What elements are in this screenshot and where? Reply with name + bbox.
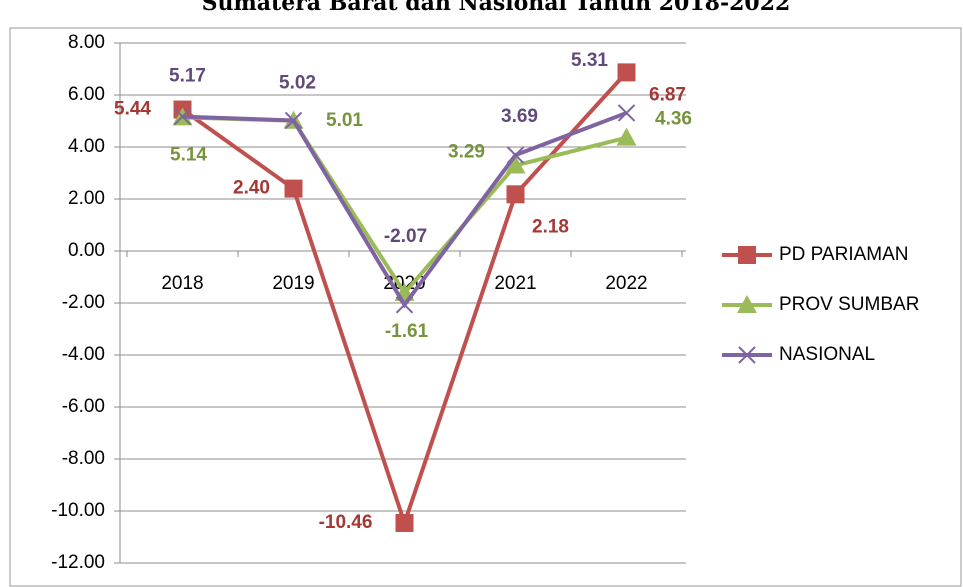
data-label: 4.36 xyxy=(655,109,692,130)
y-tick-label: -10.00 xyxy=(51,500,105,521)
marker xyxy=(395,513,414,532)
marker xyxy=(505,155,526,174)
data-label: 5.14 xyxy=(170,144,207,165)
data-label: -1.61 xyxy=(385,321,429,342)
marker xyxy=(173,107,192,126)
x-tick-label: 2018 xyxy=(161,273,203,294)
data-label: -10.46 xyxy=(319,512,373,533)
chart-frame xyxy=(9,27,962,587)
legend-label: PD PARIAMAN xyxy=(779,244,909,265)
y-tick-label: -12.00 xyxy=(51,552,105,573)
marker xyxy=(738,346,756,364)
data-label: 5.17 xyxy=(169,66,206,87)
marker xyxy=(737,295,757,313)
data-label: 5.01 xyxy=(326,110,363,131)
data-label: 5.44 xyxy=(114,99,151,120)
data-label: 6.87 xyxy=(649,84,686,105)
legend-label: NASIONAL xyxy=(779,344,875,365)
y-tick-label: 2.00 xyxy=(68,188,105,209)
x-tick-label: 2019 xyxy=(272,273,314,294)
marker xyxy=(506,146,525,164)
legend-label: PROV SUMBAR xyxy=(779,294,919,315)
marker xyxy=(617,63,636,82)
x-tick-label: 2022 xyxy=(605,273,647,294)
marker xyxy=(395,296,414,314)
data-label: 5.02 xyxy=(279,72,316,93)
marker xyxy=(616,127,637,146)
data-label: 2.18 xyxy=(532,216,569,237)
y-tick-label: -2.00 xyxy=(62,292,105,313)
y-tick-label: -6.00 xyxy=(62,396,105,417)
data-label: 3.69 xyxy=(501,106,538,127)
y-tick-label: -8.00 xyxy=(62,448,105,469)
y-tick-label: -4.00 xyxy=(62,344,105,365)
chart-title: Sumatera Barat dan Nasional Tahun 2018-2… xyxy=(202,0,791,16)
marker xyxy=(506,185,525,204)
data-label: 3.29 xyxy=(448,141,485,162)
marker xyxy=(284,111,303,130)
data-label: -2.07 xyxy=(384,226,427,247)
x-tick-label: 2021 xyxy=(494,273,536,294)
y-tick-label: 6.00 xyxy=(68,84,105,105)
marker xyxy=(617,104,636,122)
marker xyxy=(738,246,756,264)
y-tick-label: 8.00 xyxy=(68,32,105,53)
y-tick-label: 0.00 xyxy=(68,240,105,261)
data-label: 5.31 xyxy=(571,50,608,71)
marker xyxy=(284,179,303,198)
y-tick-label: 4.00 xyxy=(68,136,105,157)
data-label: 2.40 xyxy=(233,178,270,199)
